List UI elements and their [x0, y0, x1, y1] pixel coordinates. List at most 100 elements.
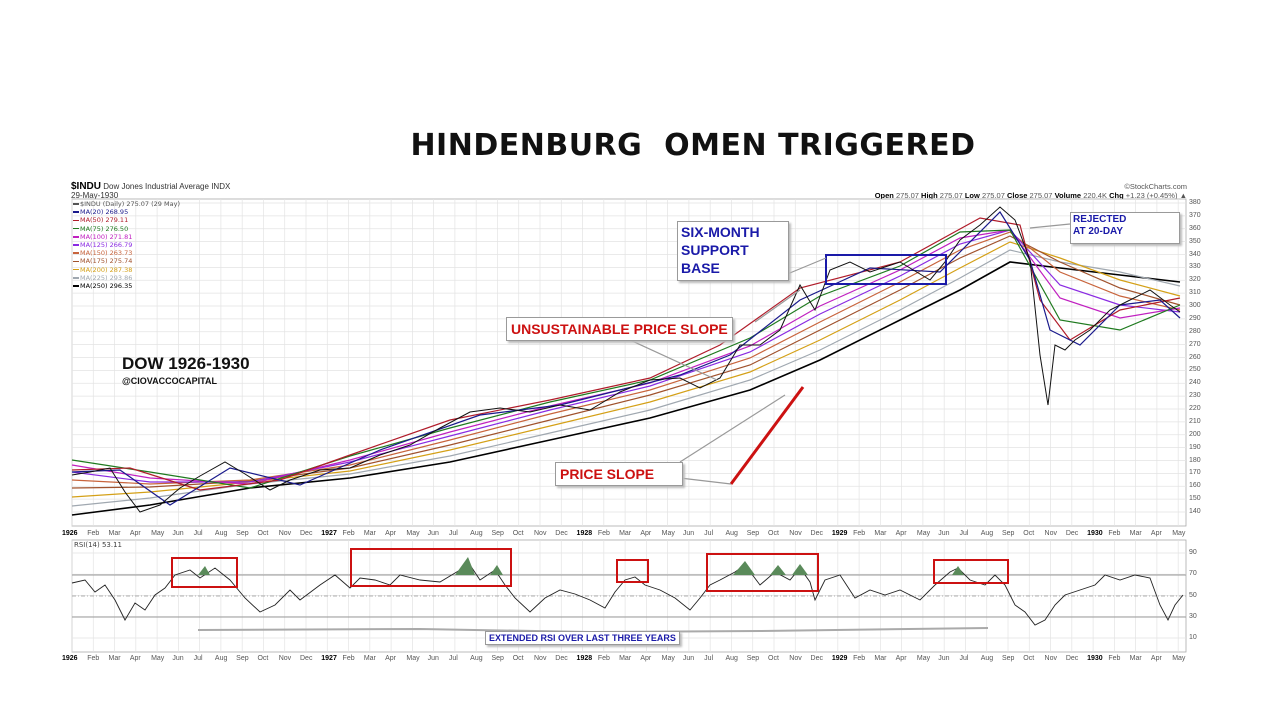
x-tick-label: Sep — [746, 530, 760, 537]
x-tick-label: May — [1172, 655, 1186, 662]
x-tick-label: Nov — [789, 655, 802, 662]
dow-label: DOW 1926-1930 — [122, 354, 250, 373]
x-tick-label: Mar — [874, 530, 887, 537]
x-tick-label: May — [916, 655, 931, 662]
chart-header-left: $INDU Dow Jones Industrial Average INDX … — [71, 182, 230, 201]
x-tick-label: Dec — [300, 655, 313, 662]
x-tick-label: Oct — [512, 655, 524, 662]
x-tick-label: May — [1172, 530, 1186, 537]
legend-label: MA(175) 275.74 — [80, 257, 133, 266]
y-tick-label: 290 — [1189, 314, 1201, 322]
legend-swatch — [73, 260, 79, 263]
legend-swatch — [73, 219, 79, 222]
legend-label: MA(225) 293.86 — [80, 273, 133, 282]
x-tick-label: Jun — [938, 530, 950, 537]
x-tick-label: Feb — [87, 530, 100, 537]
x-tick-label: Aug — [725, 655, 738, 662]
up-triangle-icon: ▲ — [1179, 191, 1187, 200]
rejected-line-1: REJECTED — [1073, 214, 1127, 225]
x-tick-label: Nov — [278, 655, 292, 662]
x-tick-label: Jun — [682, 655, 695, 662]
rsi-tick-label: 50 — [1189, 591, 1197, 599]
y-tick-label: 270 — [1189, 340, 1201, 348]
y-tick-label: 230 — [1189, 392, 1201, 400]
price-slope-line — [729, 386, 805, 485]
x-tick-label: Nov — [534, 530, 547, 537]
legend-item: MA(175) 275.74 — [73, 257, 180, 265]
legend-item: MA(75) 276.50 — [73, 225, 180, 233]
x-tick-label: Mar — [619, 655, 632, 662]
rsi-tick-label: 30 — [1189, 612, 1197, 620]
legend-label: MA(200) 287.38 — [80, 265, 133, 274]
legend-item: MA(125) 266.79 — [73, 241, 180, 249]
unsustainable-callout: UNSUSTAINABLE PRICE SLOPE — [506, 317, 733, 341]
chart-header-right: ©StockCharts.com Open 275.07 High 275.07… — [875, 182, 1187, 200]
y-tick-label: 280 — [1189, 327, 1201, 335]
chart-date: 29-May-1930 — [71, 191, 119, 200]
x-tick-label: Mar — [108, 530, 121, 537]
low-label: Low — [964, 191, 980, 200]
legend: $INDU (Daily) 275.07 (29 May) MA(20) 268.… — [73, 200, 180, 290]
high-value: 275.07 — [939, 191, 963, 200]
x-tick-label: Mar — [363, 655, 376, 662]
low-value: 275.07 — [981, 191, 1005, 200]
x-tick-label: Jun — [938, 655, 950, 662]
x-tick-label: May — [406, 655, 420, 662]
x-tick-label: 1926 — [62, 530, 78, 537]
legend-label: MA(50) 279.11 — [80, 216, 129, 225]
x-tick-label: Jun — [682, 530, 695, 537]
x-tick-label: Oct — [1023, 655, 1035, 662]
x-tick-label: Sep — [491, 655, 504, 662]
x-tick-label: Jul — [959, 655, 969, 662]
index-name: Dow Jones Industrial Average — [103, 182, 209, 191]
x-tick-label: May — [151, 655, 165, 662]
x-tick-label: Feb — [597, 655, 610, 662]
volume-value: 220.4K — [1083, 191, 1107, 200]
x-tick-label: Mar — [619, 530, 632, 537]
y-tick-label: 370 — [1189, 211, 1201, 219]
rsi-tick-label: 90 — [1189, 549, 1197, 556]
legend-item: MA(100) 271.81 — [73, 233, 180, 241]
slide-title: HINDENBURG OMEN TRIGGERED — [410, 128, 976, 163]
legend-swatch — [73, 211, 79, 213]
legend-swatch — [73, 236, 79, 238]
x-tick-label: Nov — [1044, 655, 1057, 662]
x-tick-label: Jun — [427, 530, 439, 537]
x-tick-label: Feb — [342, 655, 355, 662]
handle-label: @CIOVACCOCAPITAL — [122, 376, 217, 386]
x-tick-label: Aug — [980, 530, 994, 537]
legend-item: MA(20) 268.95 — [73, 208, 180, 216]
x-tick-label: Oct — [768, 530, 779, 537]
x-tick-label: Feb — [853, 655, 866, 662]
y-tick-label: 380 — [1189, 199, 1201, 206]
close-label: Close — [1006, 191, 1028, 200]
x-tick-label: Sep — [1002, 530, 1015, 537]
rsi-overbought-fills — [198, 557, 964, 575]
x-tick-label: Feb — [1108, 530, 1121, 537]
x-tick-label: Apr — [1150, 530, 1162, 537]
six-month-callout: SIX-MONTH SUPPORT BASE — [677, 221, 789, 281]
x-tick-label: 1929 — [831, 530, 848, 537]
x-tick-label: Dec — [810, 530, 823, 537]
legend-item: MA(50) 279.11 — [73, 216, 180, 224]
legend-item: MA(250) 296.35 — [73, 282, 180, 290]
rsi-tick-label: 70 — [1189, 570, 1197, 578]
x-tick-label: Nov — [789, 530, 802, 537]
x-tick-label: Jun — [427, 655, 439, 662]
x-tick-label: Nov — [1044, 530, 1057, 537]
x-tick-label: Aug — [214, 530, 228, 537]
x-tick-label: Jun — [172, 530, 184, 537]
x-tick-label: 1927 — [321, 530, 337, 537]
y-tick-label: 220 — [1189, 405, 1201, 412]
y-tick-label: 330 — [1189, 263, 1201, 271]
x-tick-label: May — [661, 530, 675, 537]
extended-rsi-callout: EXTENDED RSI OVER LAST THREE YEARS — [485, 631, 680, 645]
x-tick-label: Mar — [1129, 655, 1142, 662]
x-tick-label: Dec — [1065, 655, 1079, 662]
y-tick-label: 300 — [1189, 302, 1201, 309]
six-month-line-1: SIX-MONTH — [681, 224, 760, 240]
unsustainable-pointer — [629, 339, 718, 381]
x-tick-label: Jul — [448, 655, 458, 662]
x-tick-label: Jul — [704, 655, 714, 662]
rsi-tick-label: 10 — [1189, 634, 1197, 641]
